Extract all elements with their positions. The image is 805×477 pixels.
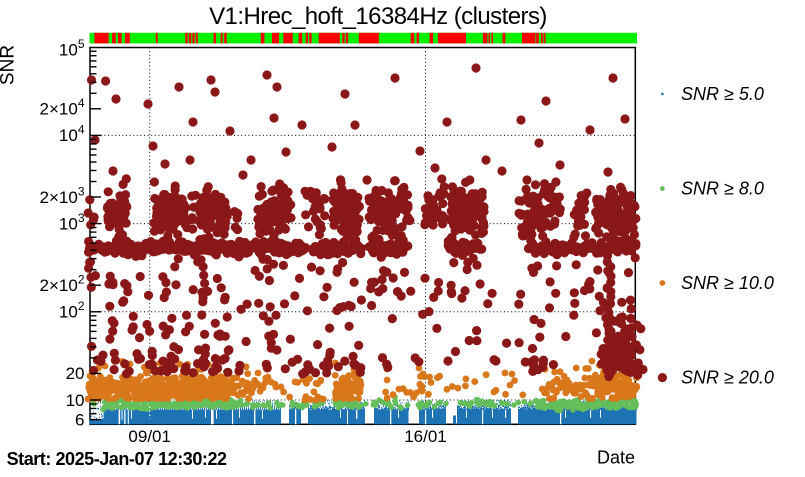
svg-text:6: 6	[75, 410, 84, 429]
svg-text:16/01: 16/01	[404, 427, 447, 446]
svg-text:Date: Date	[597, 448, 635, 468]
svg-text:2×102: 2×102	[40, 273, 85, 296]
svg-text:2×103: 2×103	[40, 184, 85, 207]
svg-text:SNR ≥ 5.0: SNR ≥ 5.0	[681, 84, 764, 104]
svg-text:V1:Hrec_hoft_16384Hz (clusters: V1:Hrec_hoft_16384Hz (clusters)	[209, 3, 547, 30]
svg-text:Start: 2025-Jan-07 12:30:22: Start: 2025-Jan-07 12:30:22	[7, 449, 227, 469]
svg-text:2×104: 2×104	[40, 96, 85, 119]
svg-text:09/01: 09/01	[128, 427, 171, 446]
svg-text:20: 20	[66, 364, 85, 383]
svg-text:SNR ≥ 20.0: SNR ≥ 20.0	[681, 368, 774, 388]
svg-text:SNR: SNR	[0, 45, 19, 85]
svg-text:10: 10	[66, 391, 85, 410]
svg-text:SNR ≥ 8.0: SNR ≥ 8.0	[681, 179, 764, 199]
svg-text:SNR ≥ 10.0: SNR ≥ 10.0	[681, 273, 774, 293]
